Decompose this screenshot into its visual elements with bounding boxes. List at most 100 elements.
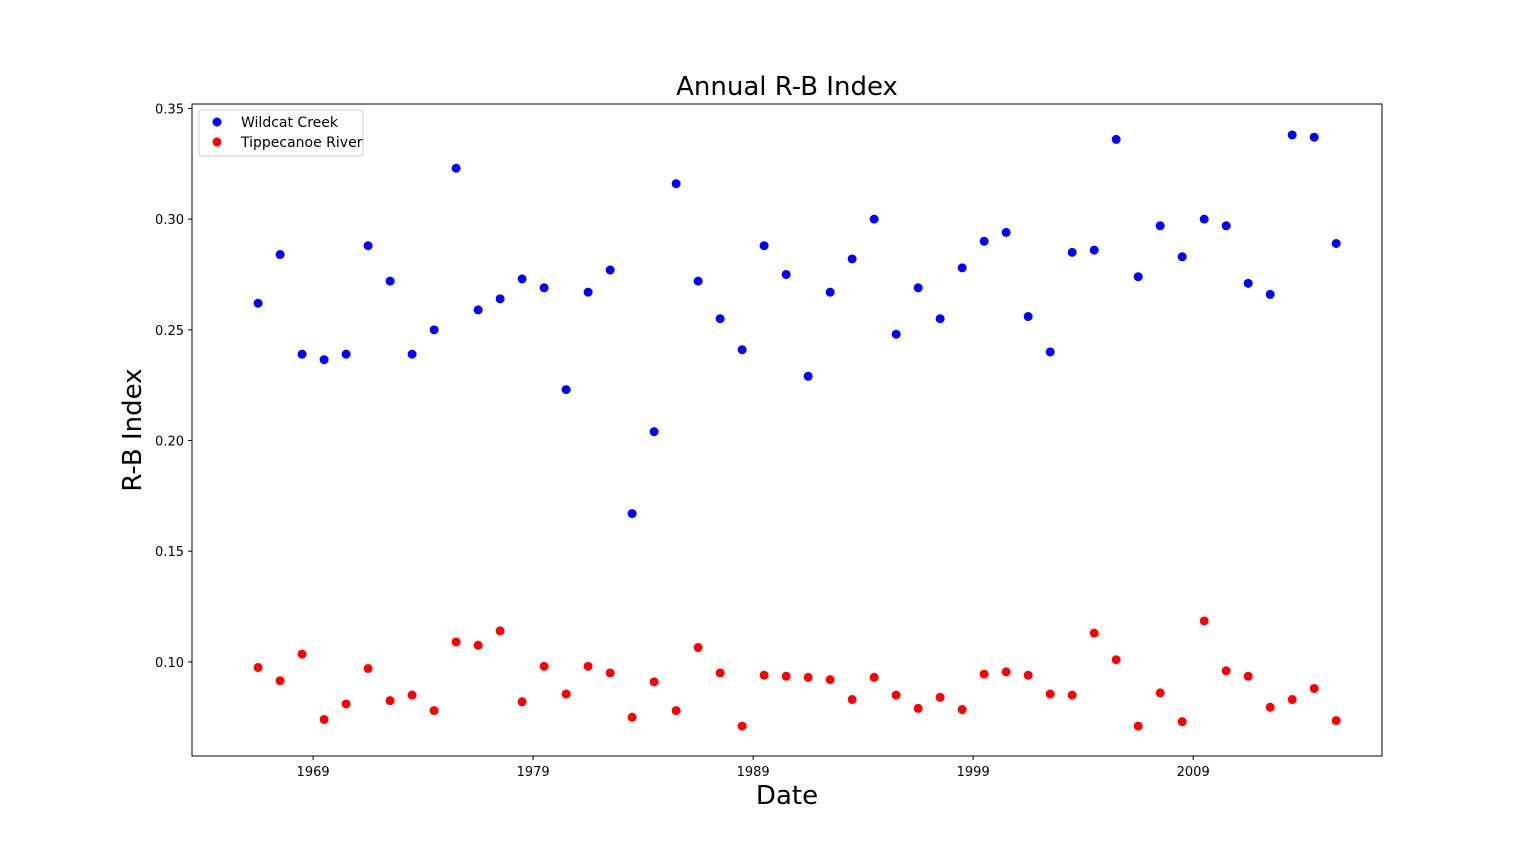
data-point-wildcat-creek bbox=[407, 349, 417, 359]
data-point-wildcat-creek bbox=[297, 349, 307, 359]
data-point-wildcat-creek bbox=[385, 276, 395, 286]
data-point-tippecanoe-river bbox=[341, 699, 351, 709]
data-point-wildcat-creek bbox=[517, 274, 527, 284]
data-point-wildcat-creek bbox=[275, 250, 285, 260]
data-point-wildcat-creek bbox=[1177, 252, 1187, 262]
data-point-wildcat-creek bbox=[539, 283, 549, 293]
data-point-wildcat-creek bbox=[1133, 272, 1143, 282]
data-point-tippecanoe-river bbox=[561, 689, 571, 699]
data-point-tippecanoe-river bbox=[913, 703, 923, 713]
x-axis-label: Date bbox=[756, 781, 818, 811]
data-point-wildcat-creek bbox=[979, 236, 989, 246]
x-tick-label: 1999 bbox=[957, 765, 990, 780]
data-point-tippecanoe-river bbox=[539, 661, 549, 671]
y-axis-ticks: 0.10 0.15 0.20 0.25 0.30 0.35 bbox=[155, 102, 192, 671]
data-point-tippecanoe-river bbox=[517, 697, 527, 707]
data-point-wildcat-creek bbox=[693, 276, 703, 286]
data-point-tippecanoe-river bbox=[363, 664, 373, 674]
data-point-tippecanoe-river bbox=[1243, 671, 1253, 681]
data-point-tippecanoe-river bbox=[1155, 688, 1165, 698]
data-point-tippecanoe-river bbox=[275, 676, 285, 686]
data-point-tippecanoe-river bbox=[253, 662, 263, 672]
data-point-wildcat-creek bbox=[605, 265, 615, 275]
data-point-wildcat-creek bbox=[627, 509, 637, 519]
data-point-wildcat-creek bbox=[1265, 289, 1275, 299]
legend-label-wildcat-creek: Wildcat Creek bbox=[241, 115, 339, 131]
data-point-tippecanoe-river bbox=[1111, 655, 1121, 665]
data-point-wildcat-creek bbox=[935, 314, 945, 324]
data-point-tippecanoe-river bbox=[407, 690, 417, 700]
data-point-wildcat-creek bbox=[429, 325, 439, 335]
data-point-wildcat-creek bbox=[847, 254, 857, 264]
data-point-wildcat-creek bbox=[319, 355, 329, 365]
chart-title: Annual R-B Index bbox=[676, 72, 898, 102]
y-tick-label: 0.15 bbox=[155, 545, 184, 560]
data-point-wildcat-creek bbox=[1155, 221, 1165, 231]
data-point-wildcat-creek bbox=[737, 345, 747, 355]
data-point-tippecanoe-river bbox=[1265, 702, 1275, 712]
x-axis-ticks: 1969 1979 1989 1999 2009 bbox=[297, 756, 1210, 780]
data-point-tippecanoe-river bbox=[451, 637, 461, 647]
data-point-wildcat-creek bbox=[1199, 214, 1209, 224]
data-point-wildcat-creek bbox=[825, 287, 835, 297]
data-point-tippecanoe-river bbox=[605, 668, 615, 678]
x-tick-label: 1969 bbox=[297, 765, 330, 780]
data-point-tippecanoe-river bbox=[1045, 689, 1055, 699]
data-point-wildcat-creek bbox=[583, 287, 593, 297]
data-point-tippecanoe-river bbox=[429, 706, 439, 716]
data-point-wildcat-creek bbox=[341, 349, 351, 359]
data-point-tippecanoe-river bbox=[957, 705, 967, 715]
legend-marker-tippecanoe-river bbox=[212, 137, 222, 147]
legend-marker-wildcat-creek bbox=[212, 117, 222, 127]
data-point-tippecanoe-river bbox=[781, 671, 791, 681]
data-point-tippecanoe-river bbox=[891, 690, 901, 700]
y-tick-label: 0.35 bbox=[155, 102, 184, 117]
plot-area-frame bbox=[191, 103, 1383, 757]
data-point-tippecanoe-river bbox=[803, 672, 813, 682]
y-axis-label: R-B Index bbox=[118, 368, 148, 491]
y-tick-label: 0.20 bbox=[155, 435, 184, 450]
x-tick-label: 2009 bbox=[1177, 765, 1210, 780]
data-point-tippecanoe-river bbox=[649, 677, 659, 687]
data-point-tippecanoe-river bbox=[737, 721, 747, 731]
data-point-wildcat-creek bbox=[1089, 245, 1099, 255]
data-point-wildcat-creek bbox=[913, 283, 923, 293]
data-point-wildcat-creek bbox=[759, 241, 769, 251]
data-point-tippecanoe-river bbox=[297, 649, 307, 659]
data-point-tippecanoe-river bbox=[693, 643, 703, 653]
data-point-tippecanoe-river bbox=[1067, 690, 1077, 700]
data-point-wildcat-creek bbox=[715, 314, 725, 324]
series-wildcat-creek bbox=[253, 130, 1341, 519]
data-point-wildcat-creek bbox=[561, 385, 571, 395]
data-point-tippecanoe-river bbox=[1331, 716, 1341, 726]
data-point-tippecanoe-river bbox=[1199, 616, 1209, 626]
data-point-wildcat-creek bbox=[1309, 132, 1319, 142]
data-point-tippecanoe-river bbox=[473, 640, 483, 650]
data-point-wildcat-creek bbox=[1001, 227, 1011, 237]
data-point-wildcat-creek bbox=[1045, 347, 1055, 357]
data-point-wildcat-creek bbox=[1243, 278, 1253, 288]
data-point-tippecanoe-river bbox=[1221, 666, 1231, 676]
data-point-wildcat-creek bbox=[495, 294, 505, 304]
data-point-tippecanoe-river bbox=[583, 661, 593, 671]
data-point-wildcat-creek bbox=[781, 269, 791, 279]
data-point-wildcat-creek bbox=[957, 263, 967, 273]
data-point-tippecanoe-river bbox=[1023, 670, 1033, 680]
data-point-wildcat-creek bbox=[1287, 130, 1297, 140]
x-tick-label: 1979 bbox=[517, 765, 550, 780]
legend: Wildcat Creek Tippecanoe River bbox=[198, 109, 364, 157]
data-point-tippecanoe-river bbox=[627, 712, 637, 722]
series-tippecanoe-river bbox=[253, 616, 1341, 731]
data-point-wildcat-creek bbox=[891, 329, 901, 339]
y-tick-label: 0.30 bbox=[155, 213, 184, 228]
data-point-tippecanoe-river bbox=[1133, 721, 1143, 731]
data-point-tippecanoe-river bbox=[319, 714, 329, 724]
data-points-layer bbox=[253, 130, 1341, 731]
legend-label-tippecanoe-river: Tippecanoe River bbox=[240, 135, 363, 151]
data-point-tippecanoe-river bbox=[385, 696, 395, 706]
data-point-tippecanoe-river bbox=[869, 672, 879, 682]
data-point-wildcat-creek bbox=[1067, 247, 1077, 257]
data-point-wildcat-creek bbox=[1331, 238, 1341, 248]
y-tick-label: 0.25 bbox=[155, 324, 184, 339]
data-point-tippecanoe-river bbox=[1089, 628, 1099, 638]
